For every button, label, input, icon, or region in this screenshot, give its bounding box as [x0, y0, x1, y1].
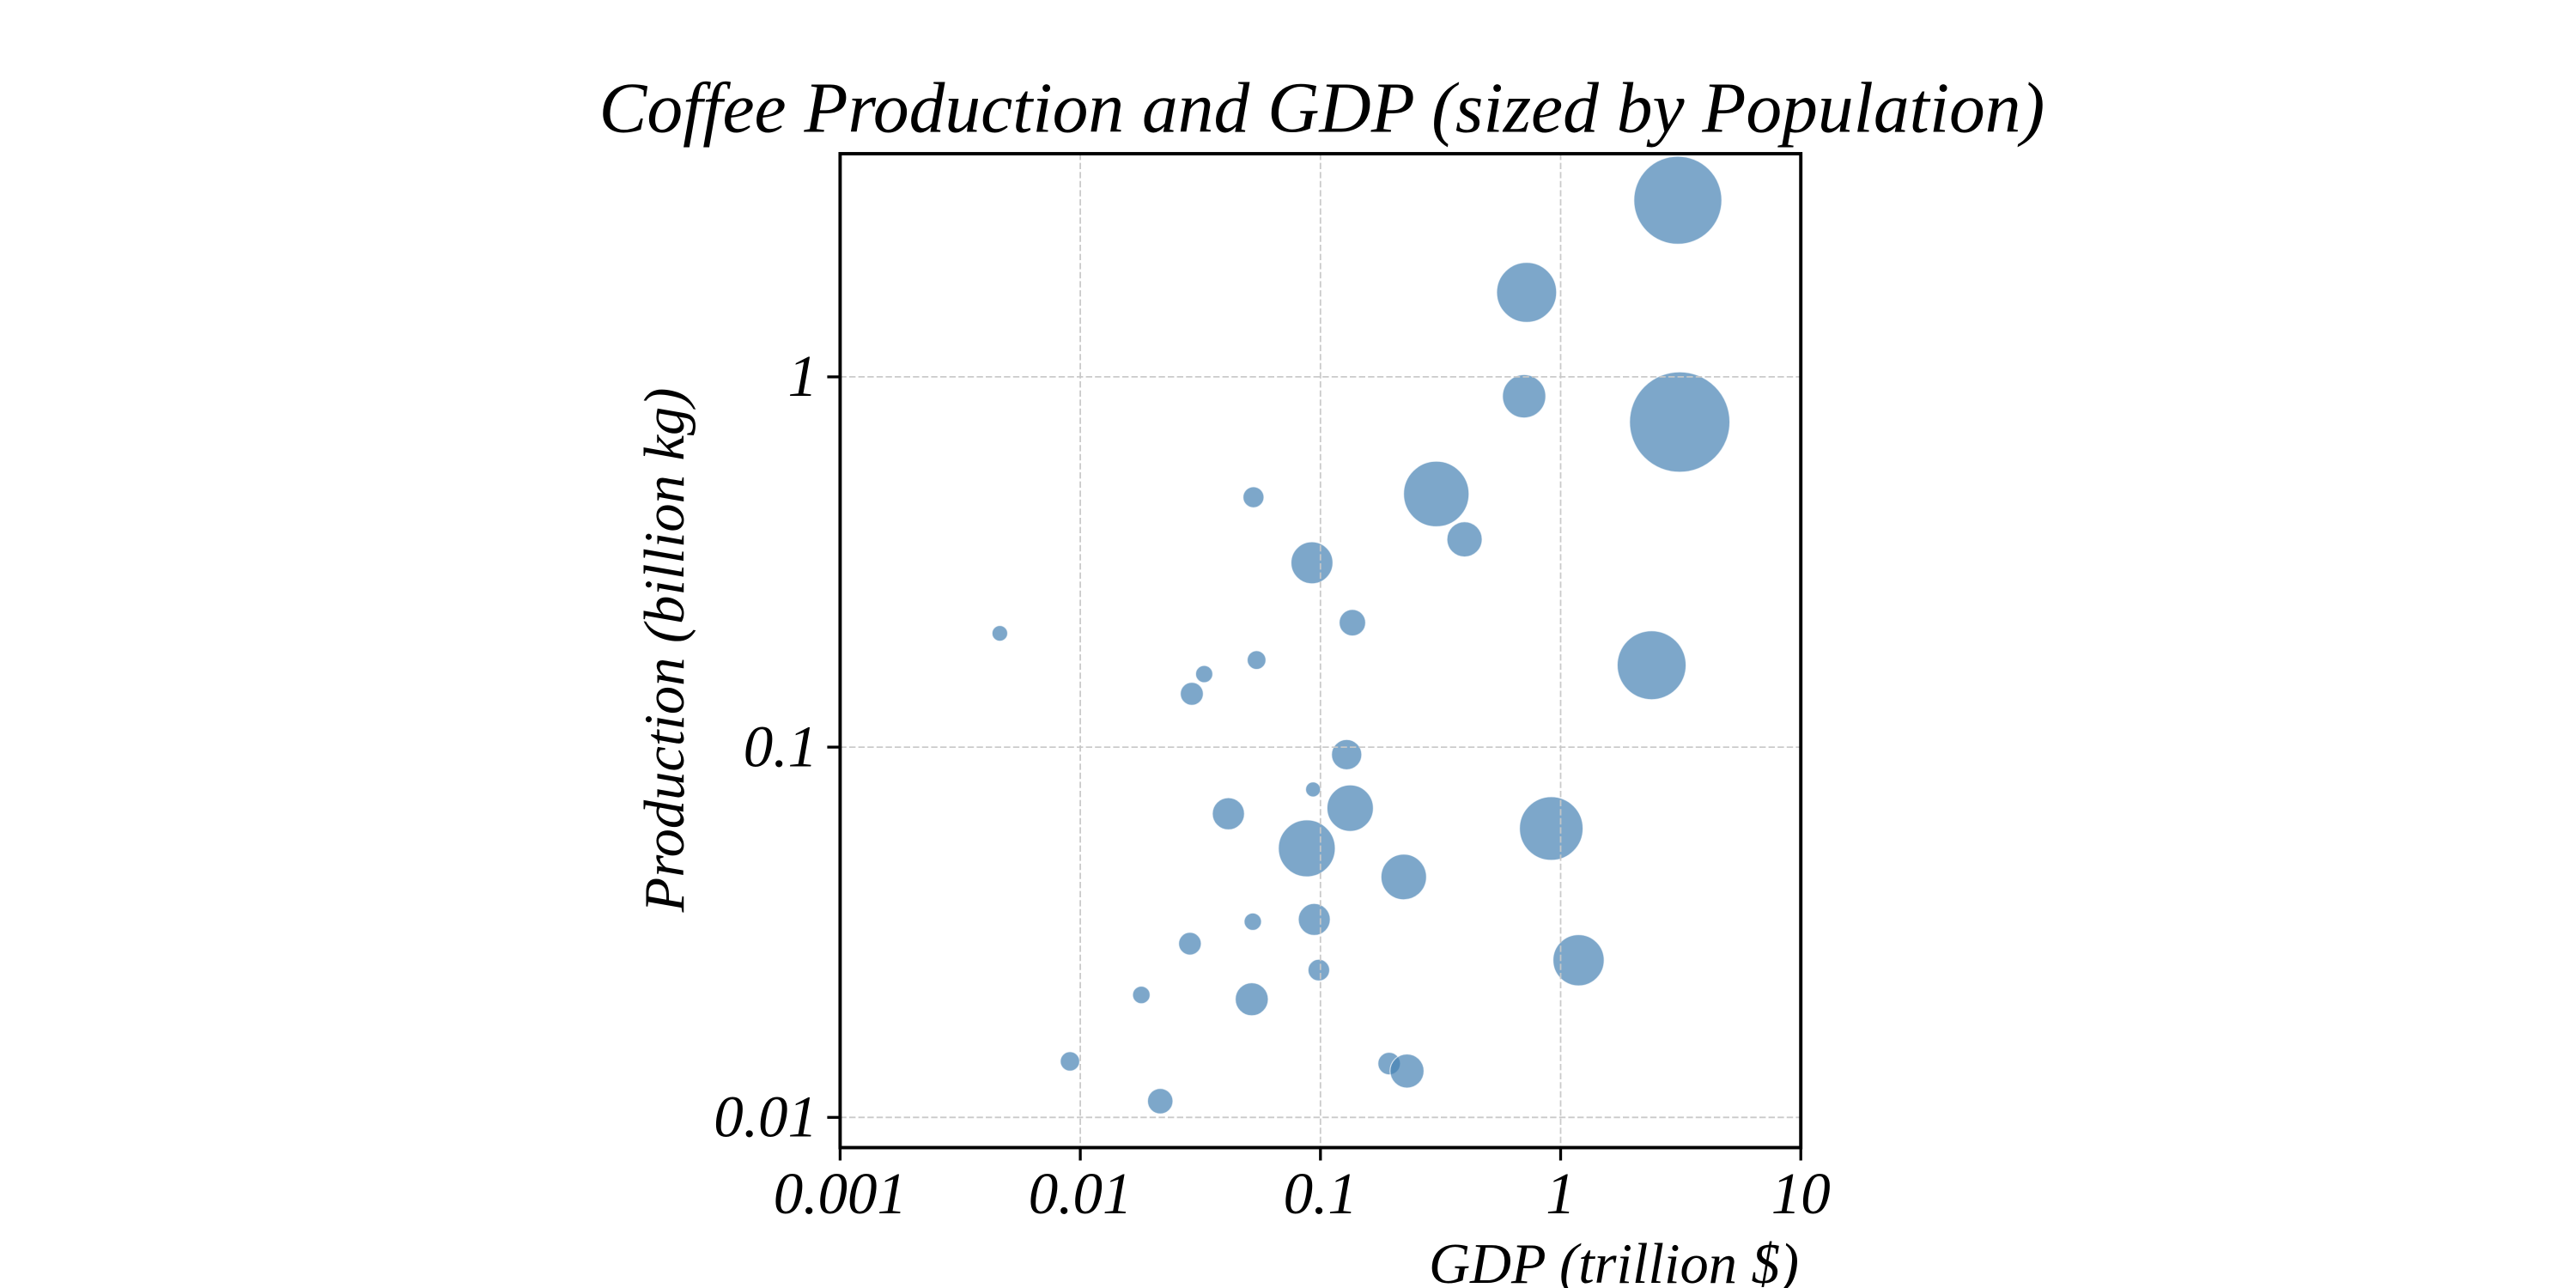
svg-text:GDP (trillion $): GDP (trillion $) — [1429, 1233, 1799, 1288]
svg-text:0.001: 0.001 — [774, 1161, 907, 1226]
svg-text:10: 10 — [1771, 1161, 1831, 1226]
svg-text:0.01: 0.01 — [1029, 1161, 1133, 1226]
svg-text:Production (billion kg): Production (billion kg) — [634, 388, 696, 914]
svg-text:1: 1 — [788, 343, 818, 409]
svg-text:0.1: 0.1 — [1284, 1161, 1358, 1226]
svg-text:1: 1 — [1546, 1161, 1576, 1226]
svg-text:0.1: 0.1 — [744, 714, 817, 779]
svg-text:0.01: 0.01 — [714, 1084, 817, 1150]
svg-text:Coffee Production and GDP (siz: Coffee Production and GDP (sized by Popu… — [599, 70, 2045, 149]
